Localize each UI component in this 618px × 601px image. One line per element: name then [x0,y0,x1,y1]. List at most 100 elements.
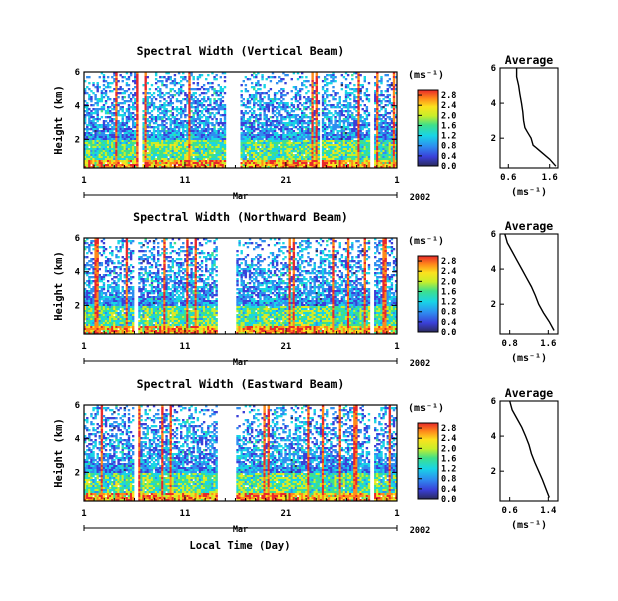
heatmap-cell [94,134,97,137]
heatmap-cell [374,110,377,113]
heatmap-cell [248,134,252,137]
heatmap-cell [198,166,202,168]
heatmap-cell [317,154,321,157]
heatmap-cell [198,120,202,123]
heatmap-cell [175,122,179,125]
heatmap-cell [290,122,293,125]
heatmap-cell [336,134,339,137]
heatmap-cell [194,128,197,131]
heatmap-cell [303,136,306,139]
heatmap-cell [129,134,133,137]
heatmap-cell [84,266,87,269]
heatmap-cell [244,90,248,93]
heatmap-cell [288,154,291,157]
heatmap-cell [86,166,89,168]
heatmap-cell [278,166,281,168]
heatmap-cell [154,106,158,109]
heatmap-cell [84,122,87,125]
heatmap-cell [94,254,97,257]
heatmap-cell [392,166,396,168]
heatmap-cell [323,108,327,111]
heatmap-cell [188,148,191,151]
heatmap-cell [292,116,296,119]
heatmap-cell [169,132,172,135]
heatmap-cell [265,156,268,159]
heatmap-cell [215,144,218,147]
heatmap-cell [217,152,220,155]
heatmap-cell [165,158,168,161]
heatmap-cell [271,150,275,153]
heatmap-cell [275,142,279,145]
heatmap-cell [240,150,243,153]
heatmap-cell [84,240,87,243]
heatmap-cell [298,128,302,131]
heatmap-cell [259,96,262,99]
heatmap-cell [96,144,99,147]
heatmap-cell [136,150,139,153]
heatmap-cell [96,130,99,133]
heatmap-cell [263,124,266,127]
heatmap-cell [86,294,89,297]
heatmap-cell [346,106,350,109]
heatmap-cell [179,152,183,155]
heatmap-cell [326,166,329,168]
heatmap-cell [161,142,164,145]
heatmap-cell [394,92,397,95]
heatmap-cell [94,296,97,299]
heatmap-cell [217,144,220,147]
heatmap-cell [207,128,210,131]
heatmap-cell [278,106,281,109]
heatmap-cell [286,138,289,141]
heatmap-cell [96,90,99,93]
heatmap-cell [113,136,116,139]
heatmap-cell [386,148,389,151]
heatmap-cell [211,166,214,168]
heatmap-cell [144,74,147,77]
heatmap-cell [146,132,149,135]
heatmap-cell [86,134,89,137]
heatmap-cell [380,76,383,79]
heatmap-cell [198,150,202,153]
heatmap-cell [378,154,381,157]
heatmap-cell [384,96,387,99]
heatmap-cell [113,162,116,165]
heatmap-cell [188,80,191,83]
heatmap-cell [346,124,350,127]
heatmap-cell [257,122,260,125]
heatmap-cell [148,142,152,145]
heatmap-cell [90,290,93,293]
heatmap-cell [113,98,116,101]
heatmap-cell [365,150,369,153]
heatmap-cell [223,146,227,149]
heatmap-cell [173,146,177,149]
heatmap-cell [303,80,306,83]
heatmap-cell [311,82,314,85]
heatmap-cell [106,156,110,159]
heatmap-cell [136,78,139,81]
heatmap-cell [215,120,218,123]
heatmap-cell [255,164,258,167]
heatmap-cell [131,140,135,143]
heatmap-cell [167,164,170,167]
heatmap-cell [267,132,271,135]
heatmap-cell [390,148,394,151]
heatmap-cell [190,162,193,165]
heatmap-cell [84,294,87,297]
heatmap-cell [131,142,135,145]
heatmap-cell [353,118,356,121]
heatmap-cell [326,78,329,81]
heatmap-cell [334,140,337,143]
heatmap-cell [109,120,112,123]
heatmap-cell [265,134,268,137]
heatmap-cell [334,110,337,113]
heatmap-cell [190,166,193,168]
heatmap-cell [349,102,352,105]
heatmap-cell [321,134,325,137]
heatmap-cell [179,160,183,163]
heatmap-cell [202,156,206,159]
heatmap-cell [86,326,89,329]
heatmap-cell [363,126,366,129]
heatmap-cell [363,162,366,165]
heatmap-cell [394,134,397,137]
heatmap-cell [223,118,227,121]
